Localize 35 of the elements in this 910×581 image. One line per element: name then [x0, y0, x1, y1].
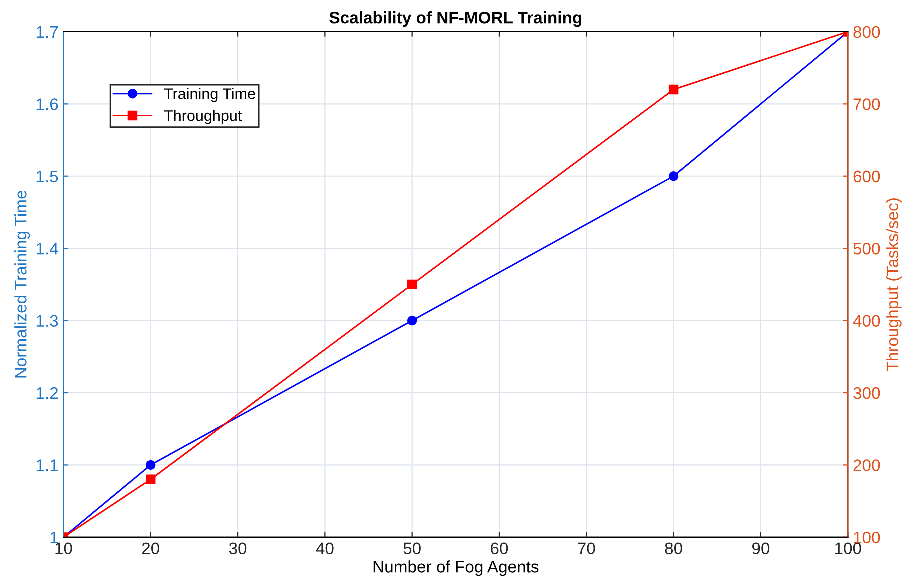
- y-tick-label: 1: [50, 532, 58, 544]
- chart-title: Scalability of NF-MORL Training: [330, 12, 582, 28]
- y-tick-label: 1.6: [36, 98, 58, 110]
- point: [146, 460, 156, 470]
- y-tick-label: 1.5: [36, 170, 58, 183]
- y2-tick-label: 200: [854, 460, 880, 472]
- x-tick-label: 10: [56, 542, 72, 555]
- x-tick-label: 50: [404, 542, 421, 555]
- x-tick-label: 70: [578, 542, 596, 555]
- y2-tick-label: 800: [854, 26, 880, 38]
- x-tick-label: 60: [491, 542, 508, 555]
- y2-tick-label: 500: [854, 242, 880, 255]
- y2-tick-label: 300: [854, 387, 880, 400]
- y-tick-label: 1.2: [36, 387, 58, 400]
- x-tick-label: 40: [316, 542, 334, 555]
- x-tick-label: 30: [229, 542, 247, 555]
- point: [407, 316, 418, 326]
- y-axis-title: Normalized Training Time: [14, 190, 30, 378]
- x-tick-label: 90: [752, 542, 770, 555]
- y2-axis-title: Throughput (Tasks/sec): [886, 198, 902, 372]
- y-tick-label: 1.1: [36, 460, 58, 472]
- y2-tick-label: 400: [853, 315, 880, 327]
- y-tick-label: 1.4: [36, 243, 58, 255]
- y2-tick-label: 700: [854, 98, 880, 110]
- x-tick-label: 100: [835, 542, 862, 555]
- legend-label: Throughput: [164, 110, 242, 124]
- legend-label: Training Time: [164, 88, 256, 102]
- x-axis-title: Number of Fog Agents: [374, 560, 539, 576]
- y-tick-label: 1.7: [36, 26, 58, 38]
- y-tick-label: 1.3: [36, 315, 58, 327]
- y2-tick-label: 600: [854, 170, 880, 183]
- point: [668, 172, 679, 182]
- y2-tick-label: 100: [854, 532, 880, 544]
- x-tick-label: 80: [665, 542, 682, 555]
- x-tick-label: 20: [142, 542, 160, 555]
